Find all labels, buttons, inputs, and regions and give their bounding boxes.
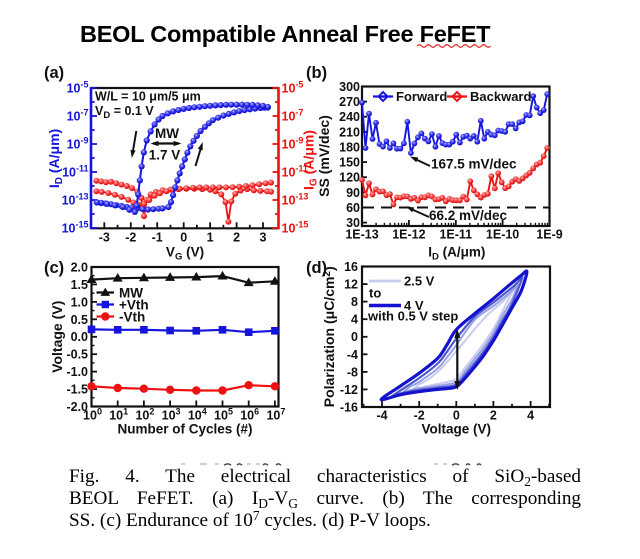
- svg-text:0.0: 0.0: [71, 330, 88, 344]
- svg-text:(d): (d): [306, 259, 327, 277]
- svg-text:MW: MW: [155, 126, 179, 141]
- svg-text:2: 2: [233, 231, 240, 245]
- svg-text:Voltage (V): Voltage (V): [422, 422, 492, 437]
- svg-text:-3: -3: [99, 231, 110, 245]
- svg-text:-12: -12: [340, 383, 358, 397]
- svg-text:16: 16: [344, 260, 358, 274]
- svg-text:-1: -1: [152, 231, 163, 245]
- svg-text:1E-12: 1E-12: [392, 228, 425, 242]
- svg-text:2.0: 2.0: [71, 261, 88, 275]
- svg-text:240: 240: [339, 110, 360, 124]
- svg-text:-Vth: -Vth: [119, 310, 145, 325]
- svg-text:270: 270: [339, 95, 360, 109]
- svg-text:-0.5: -0.5: [66, 348, 88, 362]
- svg-text:107: 107: [266, 407, 285, 423]
- svg-text:IG (A/μm): IG (A/μm): [301, 130, 320, 190]
- svg-text:4: 4: [527, 409, 534, 423]
- svg-text:to: to: [369, 286, 381, 301]
- svg-text:-1.0: -1.0: [66, 365, 88, 379]
- svg-text:with 0.5 V step: with 0.5 V step: [367, 309, 458, 324]
- svg-text:10-13: 10-13: [62, 192, 89, 208]
- svg-text:1.5: 1.5: [71, 278, 88, 292]
- svg-text:-16: -16: [340, 401, 358, 415]
- svg-text:0: 0: [180, 231, 187, 245]
- svg-text:106: 106: [240, 407, 259, 423]
- svg-text:(a): (a): [44, 64, 64, 82]
- svg-text:10-9: 10-9: [67, 136, 89, 152]
- svg-text:60: 60: [346, 201, 360, 215]
- svg-text:30: 30: [346, 216, 360, 230]
- svg-text:1E-11: 1E-11: [439, 228, 472, 242]
- svg-text:1E-10: 1E-10: [486, 228, 519, 242]
- svg-text:10-5: 10-5: [67, 80, 89, 96]
- svg-text:101: 101: [109, 407, 128, 423]
- svg-text:300: 300: [339, 80, 360, 94]
- svg-text:4 V: 4 V: [404, 298, 424, 313]
- svg-text:-4: -4: [347, 348, 358, 362]
- svg-text:ID (A/μm): ID (A/μm): [46, 129, 65, 188]
- svg-text:-2: -2: [125, 231, 136, 245]
- svg-text:102: 102: [135, 407, 154, 423]
- svg-text:Number of Cycles (#): Number of Cycles (#): [117, 422, 252, 437]
- svg-text:-2.0: -2.0: [66, 400, 88, 414]
- svg-text:ID (A/μm): ID (A/μm): [428, 245, 485, 263]
- svg-text:10-7: 10-7: [282, 108, 304, 124]
- svg-text:3: 3: [260, 231, 267, 245]
- svg-text:10-5: 10-5: [282, 80, 304, 96]
- svg-text:1E-13: 1E-13: [345, 228, 378, 242]
- svg-text:167.5 mV/dec: 167.5 mV/dec: [431, 157, 517, 172]
- svg-text:2: 2: [490, 409, 497, 423]
- svg-text:0: 0: [351, 330, 358, 344]
- svg-text:Forward: Forward: [396, 89, 447, 104]
- svg-text:SS (mV/dec): SS (mV/dec): [316, 115, 332, 197]
- svg-text:210: 210: [339, 125, 360, 139]
- svg-text:+Vth: +Vth: [119, 298, 149, 313]
- svg-text:1E-9: 1E-9: [536, 228, 562, 242]
- svg-text:120: 120: [339, 171, 360, 185]
- svg-text:1.0: 1.0: [71, 295, 88, 309]
- svg-text:8: 8: [351, 295, 358, 309]
- svg-text:Polarization (μC/cm2): Polarization (μC/cm2): [321, 266, 337, 407]
- svg-text:90: 90: [346, 186, 360, 200]
- svg-text:W/L = 10 μm/5 μm: W/L = 10 μm/5 μm: [95, 90, 201, 104]
- svg-text:10-15: 10-15: [282, 220, 309, 236]
- svg-text:105: 105: [214, 407, 233, 423]
- svg-text:150: 150: [339, 156, 360, 170]
- svg-text:10-13: 10-13: [282, 192, 309, 208]
- svg-text:10-7: 10-7: [67, 108, 89, 124]
- svg-text:1.7 V: 1.7 V: [149, 148, 181, 163]
- svg-text:180: 180: [339, 141, 360, 155]
- svg-text:1: 1: [207, 231, 214, 245]
- svg-text:VD = 0.1 V: VD = 0.1 V: [95, 104, 154, 121]
- svg-text:103: 103: [162, 407, 181, 423]
- svg-text:10-15: 10-15: [62, 220, 89, 236]
- svg-text:-2: -2: [414, 409, 425, 423]
- svg-text:Backward: Backward: [470, 89, 531, 104]
- svg-text:104: 104: [188, 407, 207, 423]
- svg-text:66.2 mV/dec: 66.2 mV/dec: [429, 208, 508, 223]
- svg-text:10-11: 10-11: [62, 164, 88, 180]
- svg-text:-1.5: -1.5: [66, 383, 88, 397]
- svg-text:12: 12: [344, 278, 358, 292]
- svg-text:-8: -8: [347, 365, 358, 379]
- svg-text:4: 4: [351, 313, 358, 327]
- svg-text:MW: MW: [119, 286, 143, 301]
- svg-text:(b): (b): [306, 64, 327, 82]
- svg-text:0.5: 0.5: [71, 313, 88, 327]
- svg-text:Voltage (V): Voltage (V): [49, 301, 65, 373]
- svg-text:2.5 V: 2.5 V: [404, 274, 435, 289]
- svg-text:(c): (c): [44, 259, 64, 277]
- svg-text:0: 0: [453, 409, 460, 423]
- svg-text:-4: -4: [376, 409, 387, 423]
- svg-text:VG (V): VG (V): [166, 245, 204, 263]
